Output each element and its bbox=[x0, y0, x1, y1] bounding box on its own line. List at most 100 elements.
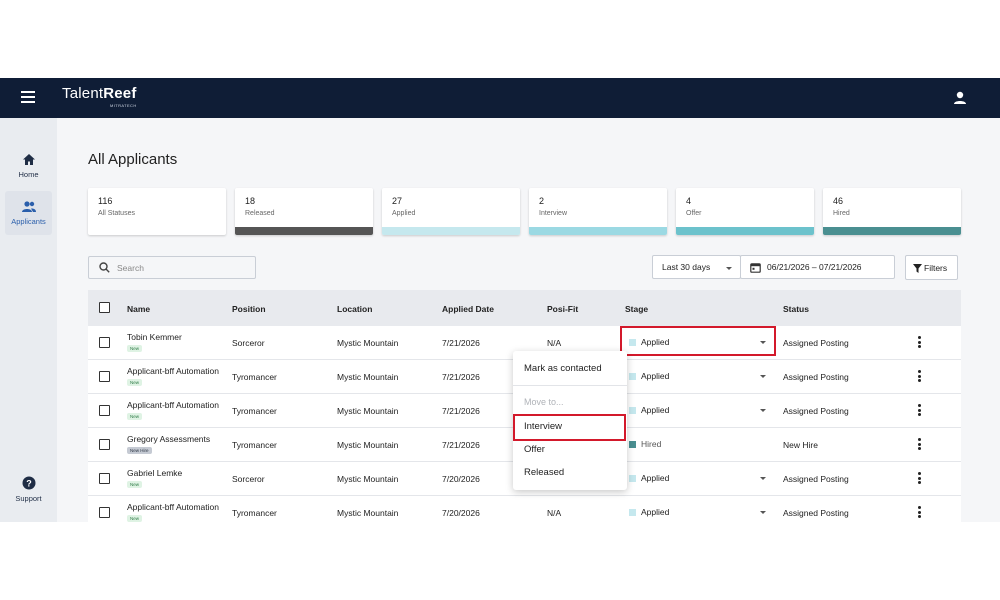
stage-color-swatch bbox=[629, 339, 636, 346]
stage-dropdown[interactable]: Applied bbox=[629, 405, 771, 417]
row-checkbox[interactable] bbox=[99, 337, 110, 348]
stat-label: All Statuses bbox=[98, 210, 135, 217]
applicant-name[interactable]: Tobin Kemmer bbox=[127, 332, 182, 342]
stage-dropdown[interactable]: Applied bbox=[629, 371, 771, 383]
stage-dropdown[interactable]: Applied bbox=[629, 507, 771, 519]
menu-icon[interactable] bbox=[21, 91, 35, 105]
position-cell: Tyromancer bbox=[232, 508, 277, 518]
row-checkbox[interactable] bbox=[99, 439, 110, 450]
stage-indicator: Hired bbox=[629, 439, 771, 451]
logo-text-bold: Reef bbox=[103, 85, 137, 102]
sidebar-item-support[interactable]: ? Support bbox=[5, 467, 52, 511]
stat-count: 46 bbox=[833, 196, 844, 206]
stat-count: 18 bbox=[245, 196, 256, 206]
filters-button[interactable]: Filters bbox=[905, 255, 958, 280]
column-header-stage[interactable]: Stage bbox=[625, 304, 649, 314]
column-header-applied-date[interactable]: Applied Date bbox=[442, 304, 494, 314]
search-icon bbox=[99, 262, 110, 273]
status-badge: New bbox=[127, 515, 143, 522]
location-cell: Mystic Mountain bbox=[337, 474, 399, 484]
svg-text:?: ? bbox=[26, 479, 32, 489]
stage-color-swatch bbox=[629, 475, 636, 482]
home-icon bbox=[22, 154, 35, 165]
sidebar-item-applicants[interactable]: Applicants bbox=[5, 191, 52, 235]
stat-card-hired[interactable]: 46 Hired bbox=[823, 188, 961, 235]
stat-card-interview[interactable]: 2 Interview bbox=[529, 188, 667, 235]
stage-label: Hired bbox=[641, 439, 662, 449]
column-header-status[interactable]: Status bbox=[783, 304, 809, 314]
column-header-posi-fit[interactable]: Posi-Fit bbox=[547, 304, 579, 314]
status-cell: Assigned Posting bbox=[783, 508, 849, 518]
more-options-icon[interactable] bbox=[914, 506, 924, 520]
sidebar-item-home[interactable]: Home bbox=[5, 144, 52, 188]
more-options-icon[interactable] bbox=[914, 336, 924, 350]
stat-color-bar bbox=[823, 227, 961, 235]
status-cell: Assigned Posting bbox=[783, 372, 849, 382]
position-cell: Tyromancer bbox=[232, 372, 277, 382]
position-cell: Tyromancer bbox=[232, 406, 277, 416]
stat-card-applied[interactable]: 27 Applied bbox=[382, 188, 520, 235]
top-bar: TalentReef MITRATECH bbox=[0, 78, 1000, 118]
user-icon[interactable] bbox=[952, 90, 968, 106]
menu-section-move-to: Move to... bbox=[524, 397, 564, 407]
stat-card-all[interactable]: 116 All Statuses bbox=[88, 188, 226, 235]
row-checkbox[interactable] bbox=[99, 507, 110, 518]
stat-label: Offer bbox=[686, 210, 702, 217]
stat-color-bar bbox=[676, 227, 814, 235]
row-checkbox[interactable] bbox=[99, 405, 110, 416]
row-checkbox[interactable] bbox=[99, 371, 110, 382]
chevron-down-icon bbox=[760, 477, 766, 480]
status-badge: New bbox=[127, 345, 143, 352]
column-header-location[interactable]: Location bbox=[337, 304, 373, 314]
calendar-icon bbox=[750, 263, 761, 273]
column-header-name[interactable]: Name bbox=[127, 304, 151, 314]
date-range-select[interactable]: Last 30 days bbox=[652, 255, 741, 279]
stage-label: Applied bbox=[641, 371, 670, 381]
applied-date-cell: 7/21/2026 bbox=[442, 406, 480, 416]
stage-dropdown[interactable]: Applied bbox=[629, 337, 771, 349]
applied-date-cell: 7/21/2026 bbox=[442, 372, 480, 382]
filter-icon bbox=[913, 264, 922, 273]
more-options-icon[interactable] bbox=[914, 438, 924, 452]
row-checkbox[interactable] bbox=[99, 473, 110, 484]
page-title: All Applicants bbox=[88, 151, 178, 168]
stat-color-bar bbox=[529, 227, 667, 235]
applicant-name[interactable]: Applicant-bff Automation bbox=[127, 400, 219, 410]
menu-item-interview[interactable]: Interview bbox=[524, 421, 563, 432]
applicant-name[interactable]: Gabriel Lemke bbox=[127, 468, 183, 478]
chevron-down-icon bbox=[726, 267, 732, 270]
filters-label: Filters bbox=[924, 263, 948, 273]
stat-card-released[interactable]: 18 Released bbox=[235, 188, 373, 235]
position-cell: Sorceror bbox=[232, 474, 265, 484]
menu-item-offer[interactable]: Offer bbox=[524, 444, 545, 455]
date-range-picker[interactable]: 06/21/2026 – 07/21/2026 bbox=[740, 255, 895, 279]
applicant-name[interactable]: Gregory Assessments bbox=[127, 434, 211, 444]
stage-label: Applied bbox=[641, 507, 670, 517]
stage-color-swatch bbox=[629, 407, 636, 414]
logo-text: Talent bbox=[62, 85, 104, 102]
stage-label: Applied bbox=[641, 337, 670, 347]
chevron-down-icon bbox=[760, 511, 766, 514]
talentreef-logo[interactable]: TalentReef MITRATECH bbox=[62, 86, 137, 108]
more-options-icon[interactable] bbox=[914, 472, 924, 486]
more-options-icon[interactable] bbox=[914, 404, 924, 418]
more-options-icon[interactable] bbox=[914, 370, 924, 384]
date-range-value: 06/21/2026 – 07/21/2026 bbox=[767, 262, 862, 272]
column-header-position[interactable]: Position bbox=[232, 304, 266, 314]
stage-dropdown[interactable]: Applied bbox=[629, 473, 771, 485]
posi-fit-cell: N/A bbox=[547, 338, 562, 348]
select-all-checkbox[interactable] bbox=[99, 302, 110, 313]
app-window: TalentReef MITRATECH Home Applicants ? S… bbox=[0, 78, 1000, 522]
stat-count: 4 bbox=[686, 196, 692, 206]
stat-color-bar bbox=[235, 227, 373, 235]
menu-item-released[interactable]: Released bbox=[524, 467, 565, 478]
sidebar: Home Applicants ? Support bbox=[0, 118, 57, 522]
search-input[interactable] bbox=[117, 261, 247, 275]
table-header: Name Position Location Applied Date Posi… bbox=[88, 290, 961, 326]
applicant-name[interactable]: Applicant-bff Automation bbox=[127, 366, 219, 376]
menu-item-mark-contacted[interactable]: Mark as contacted bbox=[524, 363, 602, 374]
applicant-name[interactable]: Applicant-bff Automation bbox=[127, 502, 219, 512]
stage-color-swatch bbox=[629, 373, 636, 380]
stat-card-offer[interactable]: 4 Offer bbox=[676, 188, 814, 235]
table-row[interactable]: Applicant-bff Automation New Tyromancer … bbox=[88, 496, 961, 522]
